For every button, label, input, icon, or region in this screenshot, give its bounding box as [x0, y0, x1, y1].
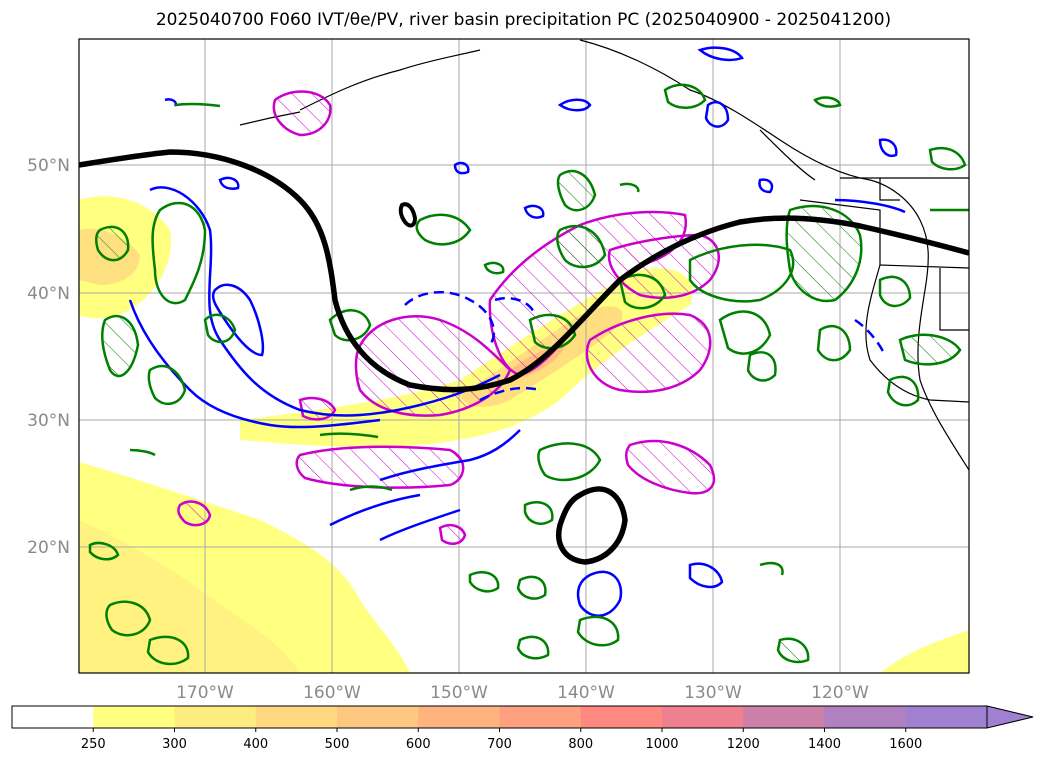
colorbar-extend-arrow — [986, 705, 1034, 729]
colorbar-segment — [12, 706, 94, 728]
lon-label: 150°W — [430, 683, 488, 703]
precip-contours — [88, 83, 969, 666]
longitude-labels: 170°W 160°W 150°W 140°W 130°W 120°W — [176, 683, 869, 703]
lat-label: 40°N — [27, 284, 70, 304]
colorbar-segment — [93, 706, 175, 728]
colorbar-segment — [905, 706, 988, 728]
pv-contours — [177, 90, 720, 545]
colorbar-tick-label: 1600 — [889, 737, 922, 752]
colorbar-segment — [255, 706, 338, 728]
lon-label: 170°W — [176, 683, 234, 703]
lon-label: 130°W — [684, 683, 742, 703]
colorbar-tick-label: 1000 — [645, 737, 678, 752]
latitude-labels: 50°N 40°N 30°N 20°N — [27, 156, 70, 558]
colorbar-tick-label: 700 — [487, 737, 512, 752]
colorbar-tick-label: 800 — [568, 737, 593, 752]
colorbar-segment — [662, 706, 744, 728]
theta-e-contours — [128, 46, 906, 617]
jet-contours — [79, 149, 969, 565]
colorbar-tick-label: 600 — [406, 737, 431, 752]
lon-label: 140°W — [557, 683, 615, 703]
lat-label: 50°N — [27, 156, 70, 176]
colorbar-tick-label: 300 — [162, 737, 187, 752]
colorbar-segment — [824, 706, 907, 728]
colorbar-segment — [743, 706, 825, 728]
map-title: 2025040700 F060 IVT/θe/PV, river basin p… — [155, 10, 892, 30]
colorbar-tick-label: 1400 — [808, 737, 841, 752]
colorbar-segment — [337, 706, 419, 728]
map-frame — [78, 38, 970, 674]
colorbar-segment — [418, 706, 500, 728]
colorbar-segment — [174, 706, 257, 728]
lat-label: 20°N — [27, 538, 70, 558]
map-panel — [79, 39, 969, 673]
colorbar-tick-label: 250 — [81, 737, 106, 752]
coastlines — [239, 39, 969, 471]
lat-label: 30°N — [27, 411, 70, 431]
lon-label: 120°W — [811, 683, 869, 703]
colorbar-segment — [580, 706, 663, 728]
lon-label: 160°W — [303, 683, 361, 703]
colorbar-tick-label: 400 — [243, 737, 268, 752]
colorbar-tick-label: 1200 — [727, 737, 760, 752]
ivt-colorbar: 250 300 400 500 600 700 800 1000 1200 1400 1600 — [11, 705, 1034, 752]
colorbar-segment — [499, 706, 582, 728]
colorbar-tick-label: 500 — [325, 737, 350, 752]
